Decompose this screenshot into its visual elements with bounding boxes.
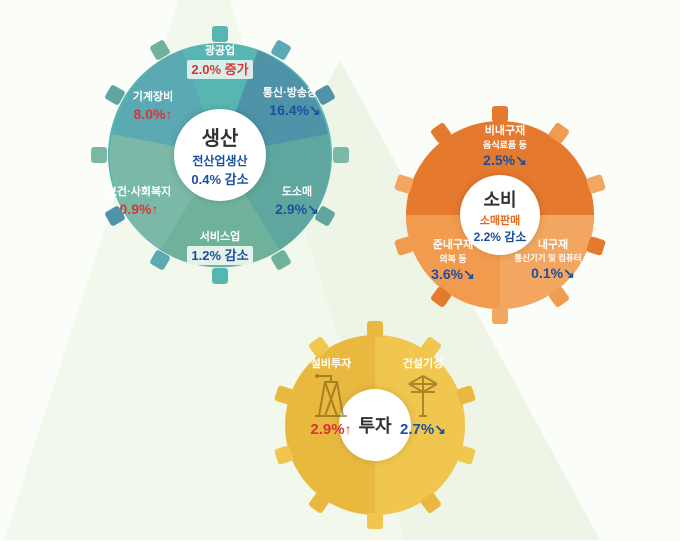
seg-nondurable-value: 2.5%↘ [463, 151, 547, 170]
gear-production: 생산 전산업생산 0.4% 감소 광공업 2.0% 증가 기계장비 8.0%↑ … [95, 30, 345, 280]
gear-investment: 투자 설비투자 2.9%↑ 건설기성 2.7%↘ [275, 325, 475, 525]
seg-mining-value: 2.0% 증가 [187, 60, 252, 80]
seg-facility-invest: 설비투자 2.9%↑ [291, 357, 371, 440]
seg-health-value: 0.9%↑ [89, 200, 189, 219]
seg-semidurable-value: 3.6%↘ [411, 265, 495, 284]
gear-consumption-subtitle: 소매판매 [480, 212, 520, 228]
seg-service: 서비스업 1.2% 감소 [183, 230, 257, 266]
seg-telecom-value: 16.4%↘ [247, 101, 343, 120]
gear-tooth [212, 268, 228, 284]
seg-health-label: 보건·사회복지 [89, 185, 189, 200]
gear-production-value: 0.4% 감소 [191, 169, 248, 188]
gear-consumption-title: 소비 [483, 186, 516, 212]
powerline-icon [403, 374, 443, 418]
seg-nondurable: 비내구재 음식료품 등 2.5%↘ [463, 124, 547, 170]
seg-nondurable-label: 비내구재 [463, 124, 547, 139]
seg-construction-label: 건설기성 [383, 357, 463, 372]
seg-service-label: 서비스업 [183, 230, 257, 245]
seg-facility-invest-value: 2.9%↑ [291, 420, 371, 440]
gear-tooth [492, 308, 508, 324]
gear-tooth [212, 26, 228, 42]
gear-tooth [492, 106, 508, 122]
seg-mining-label: 광공업 [187, 44, 253, 59]
seg-service-value: 1.2% 감소 [187, 246, 252, 266]
seg-semidurable-label2: 의복 등 [411, 253, 495, 265]
gear-consumption: 소비 소매판매 2.2% 감소 비내구재 음식료품 등 2.5%↘ 준내구재 의… [395, 110, 605, 320]
seg-retail-label: 도소매 [257, 185, 337, 200]
gear-tooth [367, 321, 383, 337]
seg-durable-label2: 통신기기 및 컴퓨터 등 [503, 253, 603, 264]
gear-production-subtitle: 전산업생산 [192, 152, 247, 169]
seg-facility-invest-label: 설비투자 [291, 357, 371, 372]
gear-tooth [333, 147, 349, 163]
seg-nondurable-label2: 음식료품 등 [463, 139, 547, 151]
seg-durable-value: 0.1%↘ [503, 264, 603, 283]
gear-tooth [91, 147, 107, 163]
seg-construction: 건설기성 2.7%↘ [383, 357, 463, 440]
seg-semidurable-label: 준내구재 [411, 238, 495, 253]
seg-machinery-value: 8.0%↑ [113, 105, 193, 124]
seg-construction-value: 2.7%↘ [383, 420, 463, 440]
seg-semidurable: 준내구재 의복 등 3.6%↘ [411, 238, 495, 284]
oil-rig-icon [311, 374, 351, 418]
gear-production-title: 생산 [202, 122, 239, 151]
seg-mining: 광공업 2.0% 증가 [187, 44, 253, 80]
gear-tooth [367, 513, 383, 529]
seg-machinery: 기계장비 8.0%↑ [113, 90, 193, 124]
